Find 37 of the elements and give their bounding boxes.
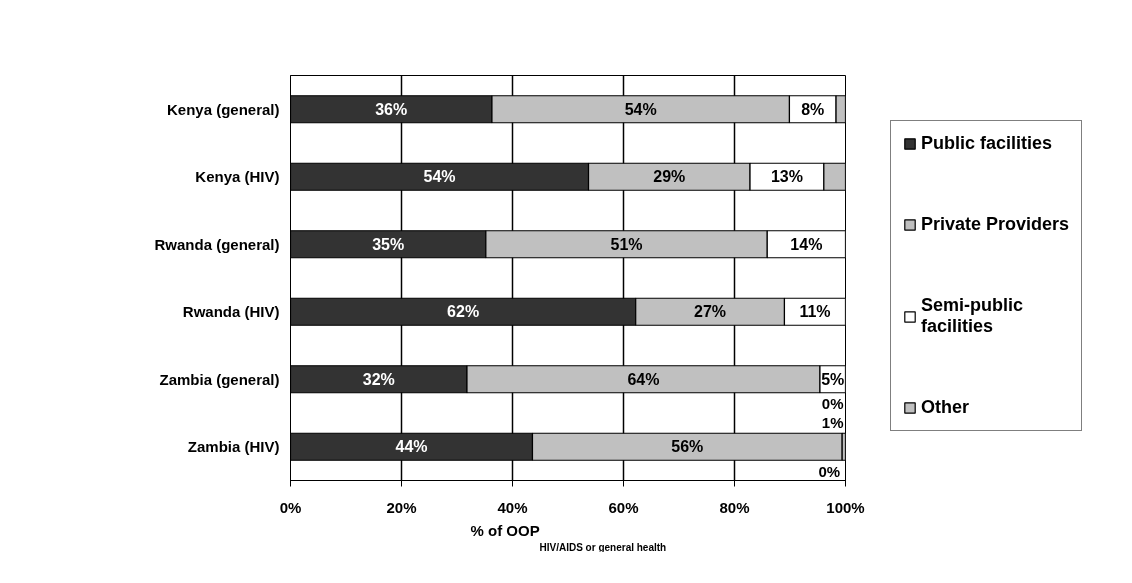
y-tick-label: Zambia (HIV) <box>187 438 280 456</box>
y-tick-label: Kenya (HIV) <box>195 168 280 186</box>
data-label: 11% <box>799 303 831 321</box>
data-label: 14% <box>790 235 823 253</box>
legend-label: Public facilities <box>921 133 1053 154</box>
y-tick-label: Zambia (general) <box>159 370 280 388</box>
data-label: 32% <box>362 370 395 388</box>
x-tick-label: 20% <box>386 498 417 516</box>
data-label: 13% <box>770 168 803 186</box>
data-label: 44% <box>395 438 428 456</box>
data-label: 1% <box>821 413 844 431</box>
data-label: 29% <box>653 168 686 186</box>
y-tick-label: Rwanda (general) <box>154 235 280 253</box>
x-axis-title: % of OOPHIV/AIDS or general health <box>470 521 667 553</box>
data-label: 51% <box>610 235 643 253</box>
x-tick-label: 40% <box>497 498 528 516</box>
legend-label: Private Providers <box>921 214 1070 235</box>
legend-label: Other <box>921 397 970 418</box>
data-label: 5% <box>821 370 845 388</box>
data-label: 64% <box>627 370 660 388</box>
x-tick-label: 60% <box>608 498 639 516</box>
data-label: 54% <box>423 168 456 186</box>
data-label: 62% <box>447 303 480 321</box>
data-label: 0% <box>818 462 841 480</box>
x-tick-label: 0% <box>279 498 302 516</box>
data-label: 36% <box>375 100 408 118</box>
x-tick-label: 100% <box>826 498 865 516</box>
data-label: 54% <box>624 100 657 118</box>
data-label: 8% <box>801 100 825 118</box>
legend-label: Semi-public facilities <box>921 295 1024 337</box>
x-tick-label: 80% <box>719 498 750 516</box>
data-label: 27% <box>694 303 727 321</box>
data-label: 35% <box>372 235 405 253</box>
y-tick-label: Kenya (general) <box>166 100 280 118</box>
data-label: 0% <box>821 395 844 413</box>
data-label: 56% <box>671 438 704 456</box>
y-tick-label: Rwanda (HIV) <box>182 303 280 321</box>
